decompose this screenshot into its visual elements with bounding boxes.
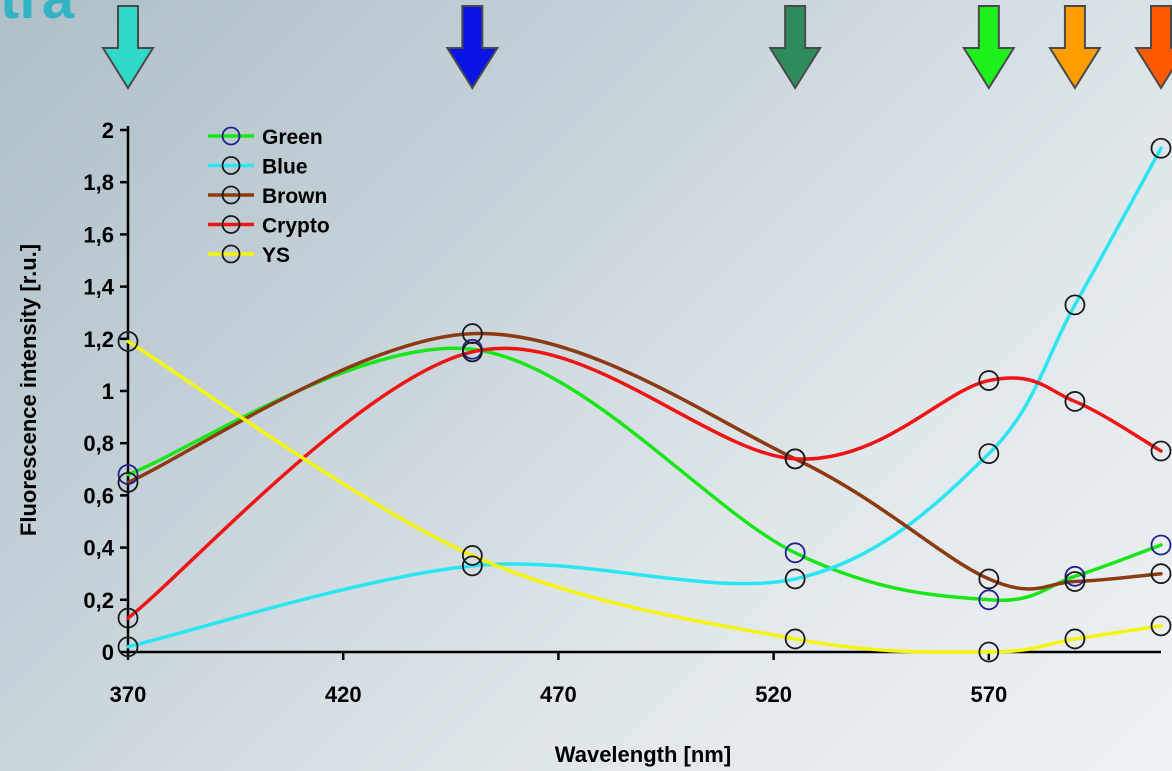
data-point-blue	[1064, 294, 1086, 316]
legend-label: Blue	[262, 156, 308, 179]
series-line-brown	[126, 331, 1163, 591]
x-tick-label: 420	[325, 682, 362, 707]
cyan-arrow-icon	[101, 5, 155, 90]
legend-label: Green	[262, 126, 323, 149]
chart-legend: Green Blue Brown Crypto YS	[208, 126, 330, 267]
data-point-green	[1064, 565, 1086, 587]
legend-marker	[221, 215, 241, 234]
y-tick-label: 1,6	[83, 222, 114, 247]
x-tick-label: 470	[540, 682, 577, 707]
data-point-blue	[784, 568, 806, 590]
legend-marker	[221, 244, 241, 264]
data-point-brown	[978, 568, 1000, 590]
data-point-blue	[461, 555, 483, 577]
data-point-ys	[1150, 615, 1172, 637]
data-point-brown	[1150, 563, 1172, 585]
wavelength-arrows	[101, 5, 1172, 90]
markers-blue	[117, 137, 1172, 658]
x-tick-label: 370	[110, 682, 147, 707]
x-tick-label: 570	[970, 682, 1007, 707]
y-tick-label: 0	[102, 640, 114, 665]
data-point-brown	[1064, 571, 1086, 592]
y-tick-label: 0,2	[83, 588, 114, 613]
y-tick-label: 1,8	[83, 170, 114, 195]
series-line-crypto	[126, 346, 1163, 620]
data-point-crypto	[784, 448, 806, 470]
y-tick-label: 0,8	[83, 431, 114, 456]
chart-axes: 0 0,2 0,4 0,6 0,8 1 1,2 1,4 1,6 1,8 2 370 420 470 520 5…	[83, 118, 1161, 707]
x-tick-label: 520	[755, 682, 792, 707]
y-tick-label: 1,4	[83, 275, 114, 300]
data-point-crypto	[117, 607, 139, 629]
slide-title-fragment: tra	[0, 0, 74, 28]
legend-item-brown: Brown	[208, 185, 327, 208]
x-axis-title: Wavelength [nm]	[555, 742, 731, 767]
orange-arrow-icon	[1048, 5, 1102, 90]
legend-item-green: Green	[208, 126, 323, 149]
legend-item-ys: YS	[208, 244, 290, 267]
data-point-green	[978, 589, 1000, 611]
series-blue	[126, 146, 1163, 649]
legend-label: Brown	[262, 185, 327, 208]
series-ys	[126, 339, 1163, 654]
data-point-crypto	[978, 370, 1000, 391]
data-point-crypto	[1064, 391, 1086, 412]
data-point-ys	[1064, 628, 1086, 650]
blue-arrow-icon	[445, 5, 500, 90]
markers-crypto	[117, 341, 1172, 629]
data-point-crypto	[1150, 440, 1172, 462]
data-point-blue	[117, 636, 139, 658]
markers-brown	[117, 323, 1172, 592]
data-point-green	[1150, 534, 1172, 556]
legend-marker	[221, 126, 241, 146]
darkorange-arrow-icon	[1134, 5, 1172, 90]
data-point-brown	[117, 471, 139, 493]
series-line-ys	[126, 339, 1163, 654]
data-point-blue	[978, 443, 1000, 465]
data-point-green	[784, 542, 806, 564]
legend-marker	[221, 185, 241, 205]
y-tick-label: 0,6	[83, 483, 114, 508]
data-point-ys	[784, 628, 806, 650]
darkgreen-arrow-icon	[768, 5, 822, 90]
legend-label: YS	[262, 244, 290, 267]
y-tick-label: 1,2	[83, 327, 114, 352]
y-tick-label: 2	[102, 118, 114, 143]
legend-marker	[221, 156, 241, 175]
legend-item-crypto: Crypto	[208, 215, 330, 238]
markers-ys	[117, 331, 1172, 663]
markers-green	[117, 338, 1172, 611]
series-brown	[126, 331, 1163, 591]
y-tick-label: 0,4	[83, 536, 114, 561]
y-axis-title: Fluorescence intensity [r.u.]	[16, 244, 41, 536]
chart-series	[117, 137, 1172, 663]
data-point-crypto	[461, 341, 483, 363]
y-tick-label: 1	[102, 379, 114, 404]
data-point-blue	[1150, 137, 1172, 159]
series-crypto	[126, 346, 1163, 620]
series-line-blue	[126, 146, 1163, 649]
data-point-ys	[461, 545, 483, 566]
series-green	[126, 346, 1163, 603]
series-line-green	[126, 346, 1163, 603]
data-point-green	[117, 464, 139, 485]
data-point-ys	[117, 331, 139, 352]
green-arrow-icon	[962, 5, 1016, 90]
legend-item-blue: Blue	[208, 156, 308, 179]
legend-label: Crypto	[262, 215, 330, 238]
data-point-ys	[978, 641, 1000, 663]
